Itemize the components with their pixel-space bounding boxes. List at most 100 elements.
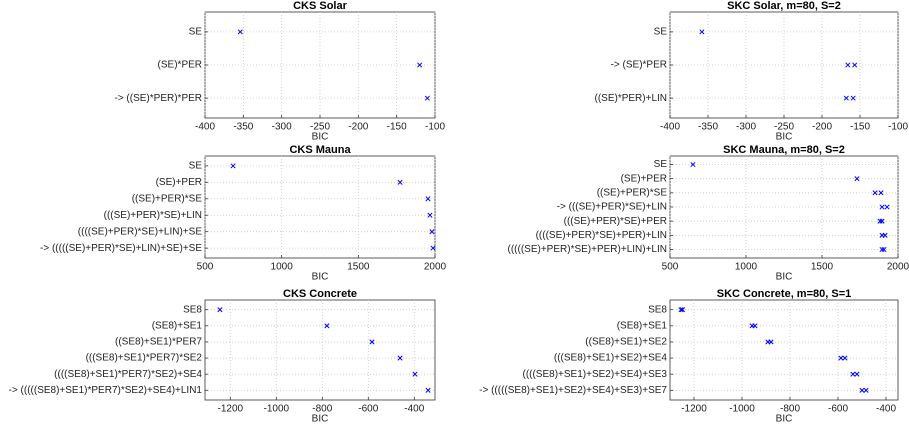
point — [425, 196, 431, 202]
category-label: ((((SE)+PER)*SE)+PER)+LIN — [536, 230, 667, 241]
chart-title: SKC Solar, m=80, S=2 — [727, 0, 841, 12]
point — [854, 371, 860, 377]
point — [884, 204, 890, 210]
point — [843, 95, 849, 101]
x-tick-label: -400 — [660, 122, 680, 133]
category-label: (SE)+PER — [621, 173, 667, 184]
x-tick-label: 500 — [662, 262, 679, 273]
category-label: ((SE)+PER)*SE — [597, 187, 668, 198]
point-stroke — [882, 232, 888, 238]
category-label: -> ((SE)*PER)*PER — [114, 93, 202, 104]
x-tick-label: -300 — [736, 122, 756, 133]
point — [881, 246, 887, 253]
point-stroke — [425, 387, 431, 393]
category-label: (SE)*PER — [158, 60, 202, 71]
x-tick-label: -400 — [195, 122, 215, 133]
category-label: -> (SE)*PER — [611, 60, 667, 71]
point-stroke — [859, 387, 865, 393]
point — [879, 204, 885, 210]
x-tick-label: -1000 — [729, 404, 755, 415]
x-tick-label: -1000 — [264, 404, 290, 415]
point — [768, 339, 774, 345]
x-tick-label: -200 — [348, 122, 368, 133]
point — [859, 387, 865, 393]
point — [690, 161, 696, 168]
point — [852, 62, 858, 68]
point — [324, 323, 330, 329]
point — [430, 245, 436, 251]
category-label: SE — [654, 159, 668, 170]
chart-title: SKC Mauna, m=80, S=2 — [723, 144, 845, 156]
point-stroke — [397, 355, 403, 361]
point-stroke — [425, 196, 431, 202]
point — [879, 218, 885, 224]
category-label: (((SE)+PER)*SE)+LIN — [104, 210, 202, 221]
point — [429, 229, 435, 235]
point — [854, 176, 860, 182]
point-stroke — [879, 246, 885, 253]
category-label: ((SE)*PER)+LIN — [594, 93, 667, 104]
x-tick-label: -100 — [888, 122, 908, 133]
axes — [669, 299, 899, 401]
point — [397, 355, 403, 361]
category-label: -> (((((SE8)+SE1)*PER7)*SE2)+SE4)+LIN1 — [9, 385, 203, 396]
point — [217, 307, 223, 313]
point-stroke — [872, 190, 878, 196]
point — [878, 190, 884, 196]
point — [877, 218, 883, 224]
point-stroke — [230, 163, 236, 169]
category-label: ((SE)+PER)*SE — [132, 193, 203, 204]
x-tick-label: 1000 — [271, 262, 294, 273]
category-label: SE — [189, 161, 203, 172]
point — [752, 323, 758, 329]
point-stroke — [427, 212, 433, 218]
point-stroke — [752, 323, 758, 329]
point-stroke — [854, 371, 860, 377]
category-label: SE8 — [648, 304, 667, 315]
point — [412, 371, 418, 377]
category-label: ((SE8)+SE1)*PER7 — [115, 337, 202, 348]
point-stroke — [699, 29, 705, 35]
point — [863, 387, 869, 393]
point — [845, 62, 851, 68]
x-axis-label: BIC — [312, 272, 329, 283]
axes — [204, 299, 436, 401]
x-tick-label: -800 — [780, 404, 800, 415]
point-stroke — [838, 355, 844, 361]
point-stroke — [884, 204, 890, 210]
x-tick-label: -600 — [358, 404, 378, 415]
point — [842, 355, 848, 361]
point-stroke — [417, 62, 423, 68]
x-tick-label: -250 — [774, 122, 794, 133]
x-tick-label: 1000 — [735, 262, 758, 273]
x-tick-label: -1200 — [681, 404, 707, 415]
point — [678, 307, 684, 313]
point-stroke — [424, 95, 430, 101]
chart-title: CKS Solar — [293, 0, 348, 12]
point — [679, 307, 686, 313]
point-stroke — [877, 218, 883, 224]
x-tick-label: -150 — [387, 122, 407, 133]
point — [872, 190, 878, 196]
category-label: (((((SE)+PER)*SE)+PER)+LIN)+LIN — [508, 244, 667, 255]
point-stroke — [217, 307, 223, 313]
point-stroke — [854, 176, 860, 182]
x-axis-label: BIC — [776, 414, 793, 425]
point-stroke — [679, 307, 686, 313]
point-stroke — [369, 339, 375, 345]
point-stroke — [768, 339, 774, 345]
point-stroke — [863, 387, 869, 393]
point — [425, 387, 431, 393]
x-tick-label: -350 — [233, 122, 253, 133]
x-tick-label: -250 — [310, 122, 330, 133]
point — [882, 232, 888, 238]
x-axis-label: BIC — [776, 272, 793, 283]
point-stroke — [881, 246, 887, 253]
point-stroke — [850, 95, 856, 101]
point — [838, 355, 844, 361]
x-axis-label: BIC — [312, 132, 329, 143]
axes — [204, 155, 436, 259]
x-tick-label: -350 — [698, 122, 718, 133]
point — [424, 95, 430, 101]
